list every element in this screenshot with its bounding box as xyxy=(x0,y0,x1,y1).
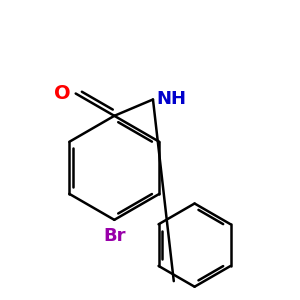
Text: O: O xyxy=(54,84,70,103)
Text: NH: NH xyxy=(156,91,186,109)
Text: Br: Br xyxy=(103,227,126,245)
